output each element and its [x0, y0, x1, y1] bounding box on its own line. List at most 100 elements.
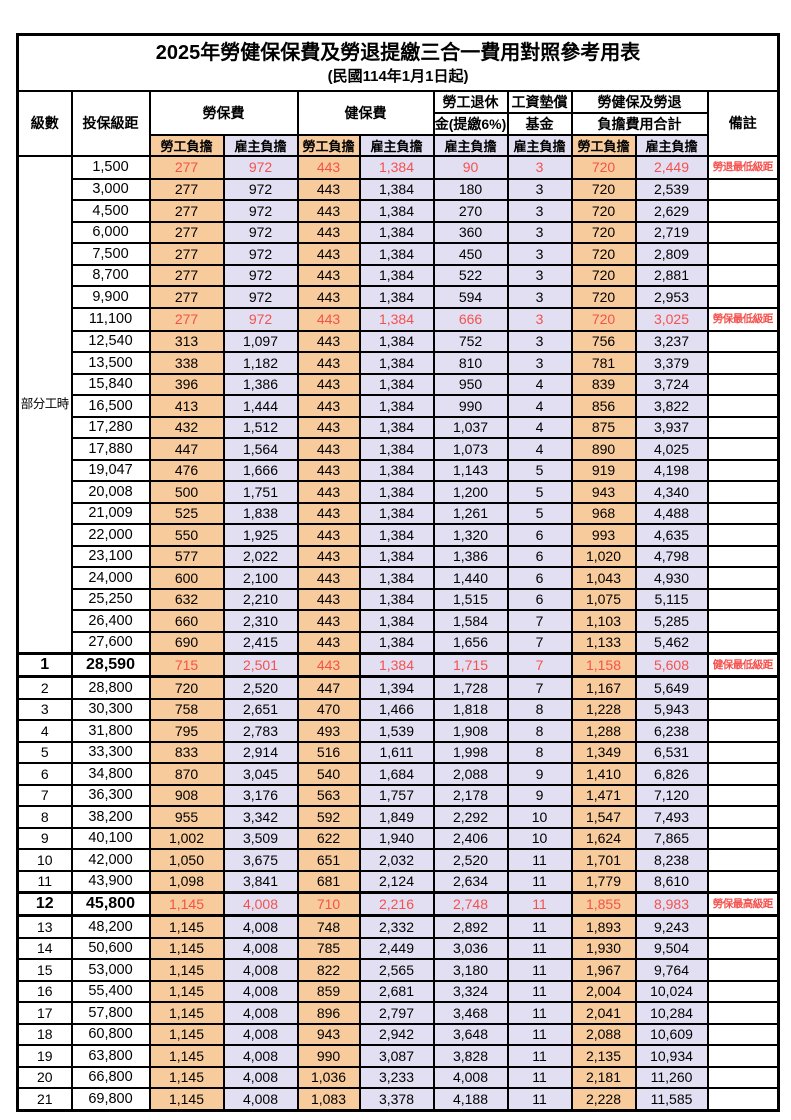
cell-labor-employee: 432 [148, 415, 225, 439]
col-header-total-line1: 勞健保及勞退 [570, 89, 709, 114]
cell-wage-arrears-employer: 6 [506, 566, 573, 590]
subheader-wage-arrears-employer: 雇主負擔 [506, 133, 573, 157]
remark-cell [706, 848, 780, 872]
cell-total-employer: 5,462 [634, 630, 709, 655]
level-cell: 6 [16, 762, 73, 786]
cell-total-employer: 5,649 [634, 675, 709, 700]
cell-labor-employee: 1,145 [148, 936, 225, 960]
cell-labor-employee: 1,145 [148, 914, 225, 939]
cell-health-employee: 443 [296, 587, 361, 611]
cell-health-employer: 1,384 [358, 523, 435, 547]
cell-pension-employer: 666 [432, 306, 509, 332]
remark-cell [706, 719, 780, 743]
cell-health-employer: 2,942 [358, 1022, 435, 1046]
remark-cell [706, 177, 780, 201]
cell-health-employee: 681 [296, 869, 361, 894]
cell-labor-employer: 1,512 [222, 415, 299, 439]
salary-bracket-cell: 50,600 [70, 936, 151, 960]
salary-bracket-cell: 15,840 [70, 372, 151, 396]
cell-labor-employee: 1,050 [148, 848, 225, 872]
cell-pension-employer: 1,908 [432, 719, 509, 743]
table-row: 8 38,200 955 3,342 592 1,849 2,292 10 1,547 7,493 [16, 805, 780, 829]
cell-labor-employee: 413 [148, 394, 225, 418]
table-row: 7,500 277 972 443 1,384 450 3 720 2,809 [18, 242, 780, 266]
cell-health-employee: 710 [296, 891, 361, 917]
subheader-health-employee: 勞工負擔 [296, 133, 361, 157]
cell-total-employer: 4,025 [634, 437, 709, 461]
cell-wage-arrears-employer: 3 [506, 199, 573, 223]
salary-bracket-cell: 33,300 [70, 740, 151, 764]
cell-pension-employer: 2,406 [432, 826, 509, 850]
cell-labor-employer: 1,666 [222, 458, 299, 482]
remark-cell [706, 869, 780, 894]
cell-total-employer: 4,930 [634, 566, 709, 590]
subheader-total-employee: 勞工負擔 [570, 133, 637, 157]
cell-pension-employer: 1,715 [432, 652, 509, 678]
col-header-remark: 備註 [706, 89, 780, 157]
remark-cell [706, 805, 780, 829]
cell-health-employer: 2,124 [358, 869, 435, 894]
cell-health-employee: 443 [296, 415, 361, 439]
cell-total-employer: 4,340 [634, 480, 709, 504]
cell-total-employer: 9,764 [634, 958, 709, 982]
cell-health-employee: 785 [296, 936, 361, 960]
table-row: 20,008 500 1,751 443 1,384 1,200 5 943 4,340 [18, 480, 780, 504]
cell-wage-arrears-employer: 7 [506, 652, 573, 678]
cell-labor-employer: 972 [222, 263, 299, 287]
cell-total-employee: 1,167 [570, 675, 637, 700]
cell-labor-employer: 972 [222, 242, 299, 266]
cell-labor-employer: 4,008 [222, 891, 299, 917]
table-row: 15,840 396 1,386 443 1,384 950 4 839 3,724 [18, 372, 780, 396]
table-row: 14 50,600 1,145 4,008 785 2,449 3,036 11 1,930 9,… [16, 936, 780, 960]
cell-pension-employer: 2,292 [432, 805, 509, 829]
salary-bracket-cell: 66,800 [70, 1065, 151, 1089]
cell-labor-employer: 1,838 [222, 501, 299, 525]
cell-health-employee: 443 [296, 544, 361, 568]
cell-total-employee: 1,779 [570, 869, 637, 894]
level-cell: 16 [16, 979, 73, 1003]
cell-pension-employer: 594 [432, 285, 509, 309]
remark-cell [706, 285, 780, 309]
cell-wage-arrears-employer: 7 [506, 675, 573, 700]
level-cell: 19 [16, 1044, 73, 1068]
cell-pension-employer: 1,143 [432, 458, 509, 482]
cell-labor-employee: 277 [148, 154, 225, 180]
cell-health-employee: 859 [296, 979, 361, 1003]
cell-labor-employer: 1,925 [222, 523, 299, 547]
cell-labor-employee: 1,098 [148, 869, 225, 894]
cell-labor-employee: 660 [148, 609, 225, 633]
cell-pension-employer: 1,998 [432, 740, 509, 764]
remark-cell [706, 415, 780, 439]
cell-pension-employer: 990 [432, 394, 509, 418]
cell-total-employer: 2,719 [634, 220, 709, 244]
cell-total-employee: 720 [570, 242, 637, 266]
remark-cell [706, 914, 780, 939]
cell-wage-arrears-employer: 4 [506, 372, 573, 396]
cell-total-employer: 3,237 [634, 329, 709, 353]
table-row: 16,500 413 1,444 443 1,384 990 4 856 3,822 [18, 394, 780, 418]
salary-bracket-cell: 24,000 [70, 566, 151, 590]
cell-wage-arrears-employer: 3 [506, 306, 573, 332]
cell-pension-employer: 1,584 [432, 609, 509, 633]
cell-health-employee: 443 [296, 329, 361, 353]
cell-health-employer: 3,378 [358, 1087, 435, 1111]
cell-wage-arrears-employer: 3 [506, 351, 573, 375]
cell-total-employee: 1,158 [570, 652, 637, 678]
level-cell: 4 [16, 719, 73, 743]
cell-labor-employer: 4,008 [222, 1087, 299, 1111]
salary-bracket-cell: 16,500 [70, 394, 151, 418]
cell-labor-employer: 4,008 [222, 1022, 299, 1046]
table-row: 19 63,800 1,145 4,008 990 3,087 3,828 11 2,135 10… [16, 1044, 780, 1068]
cell-total-employer: 11,260 [634, 1065, 709, 1089]
cell-health-employer: 1,384 [358, 652, 435, 678]
cell-total-employer: 5,943 [634, 697, 709, 721]
cell-total-employer: 3,025 [634, 306, 709, 332]
salary-bracket-cell: 55,400 [70, 979, 151, 1003]
remark-cell [706, 958, 780, 982]
salary-bracket-cell: 31,800 [70, 719, 151, 743]
cell-labor-employer: 4,008 [222, 936, 299, 960]
table-row: 18 60,800 1,145 4,008 943 2,942 3,648 11 2,088 10… [16, 1022, 780, 1046]
cell-total-employee: 1,288 [570, 719, 637, 743]
cell-total-employer: 2,881 [634, 263, 709, 287]
cell-labor-employee: 277 [148, 263, 225, 287]
